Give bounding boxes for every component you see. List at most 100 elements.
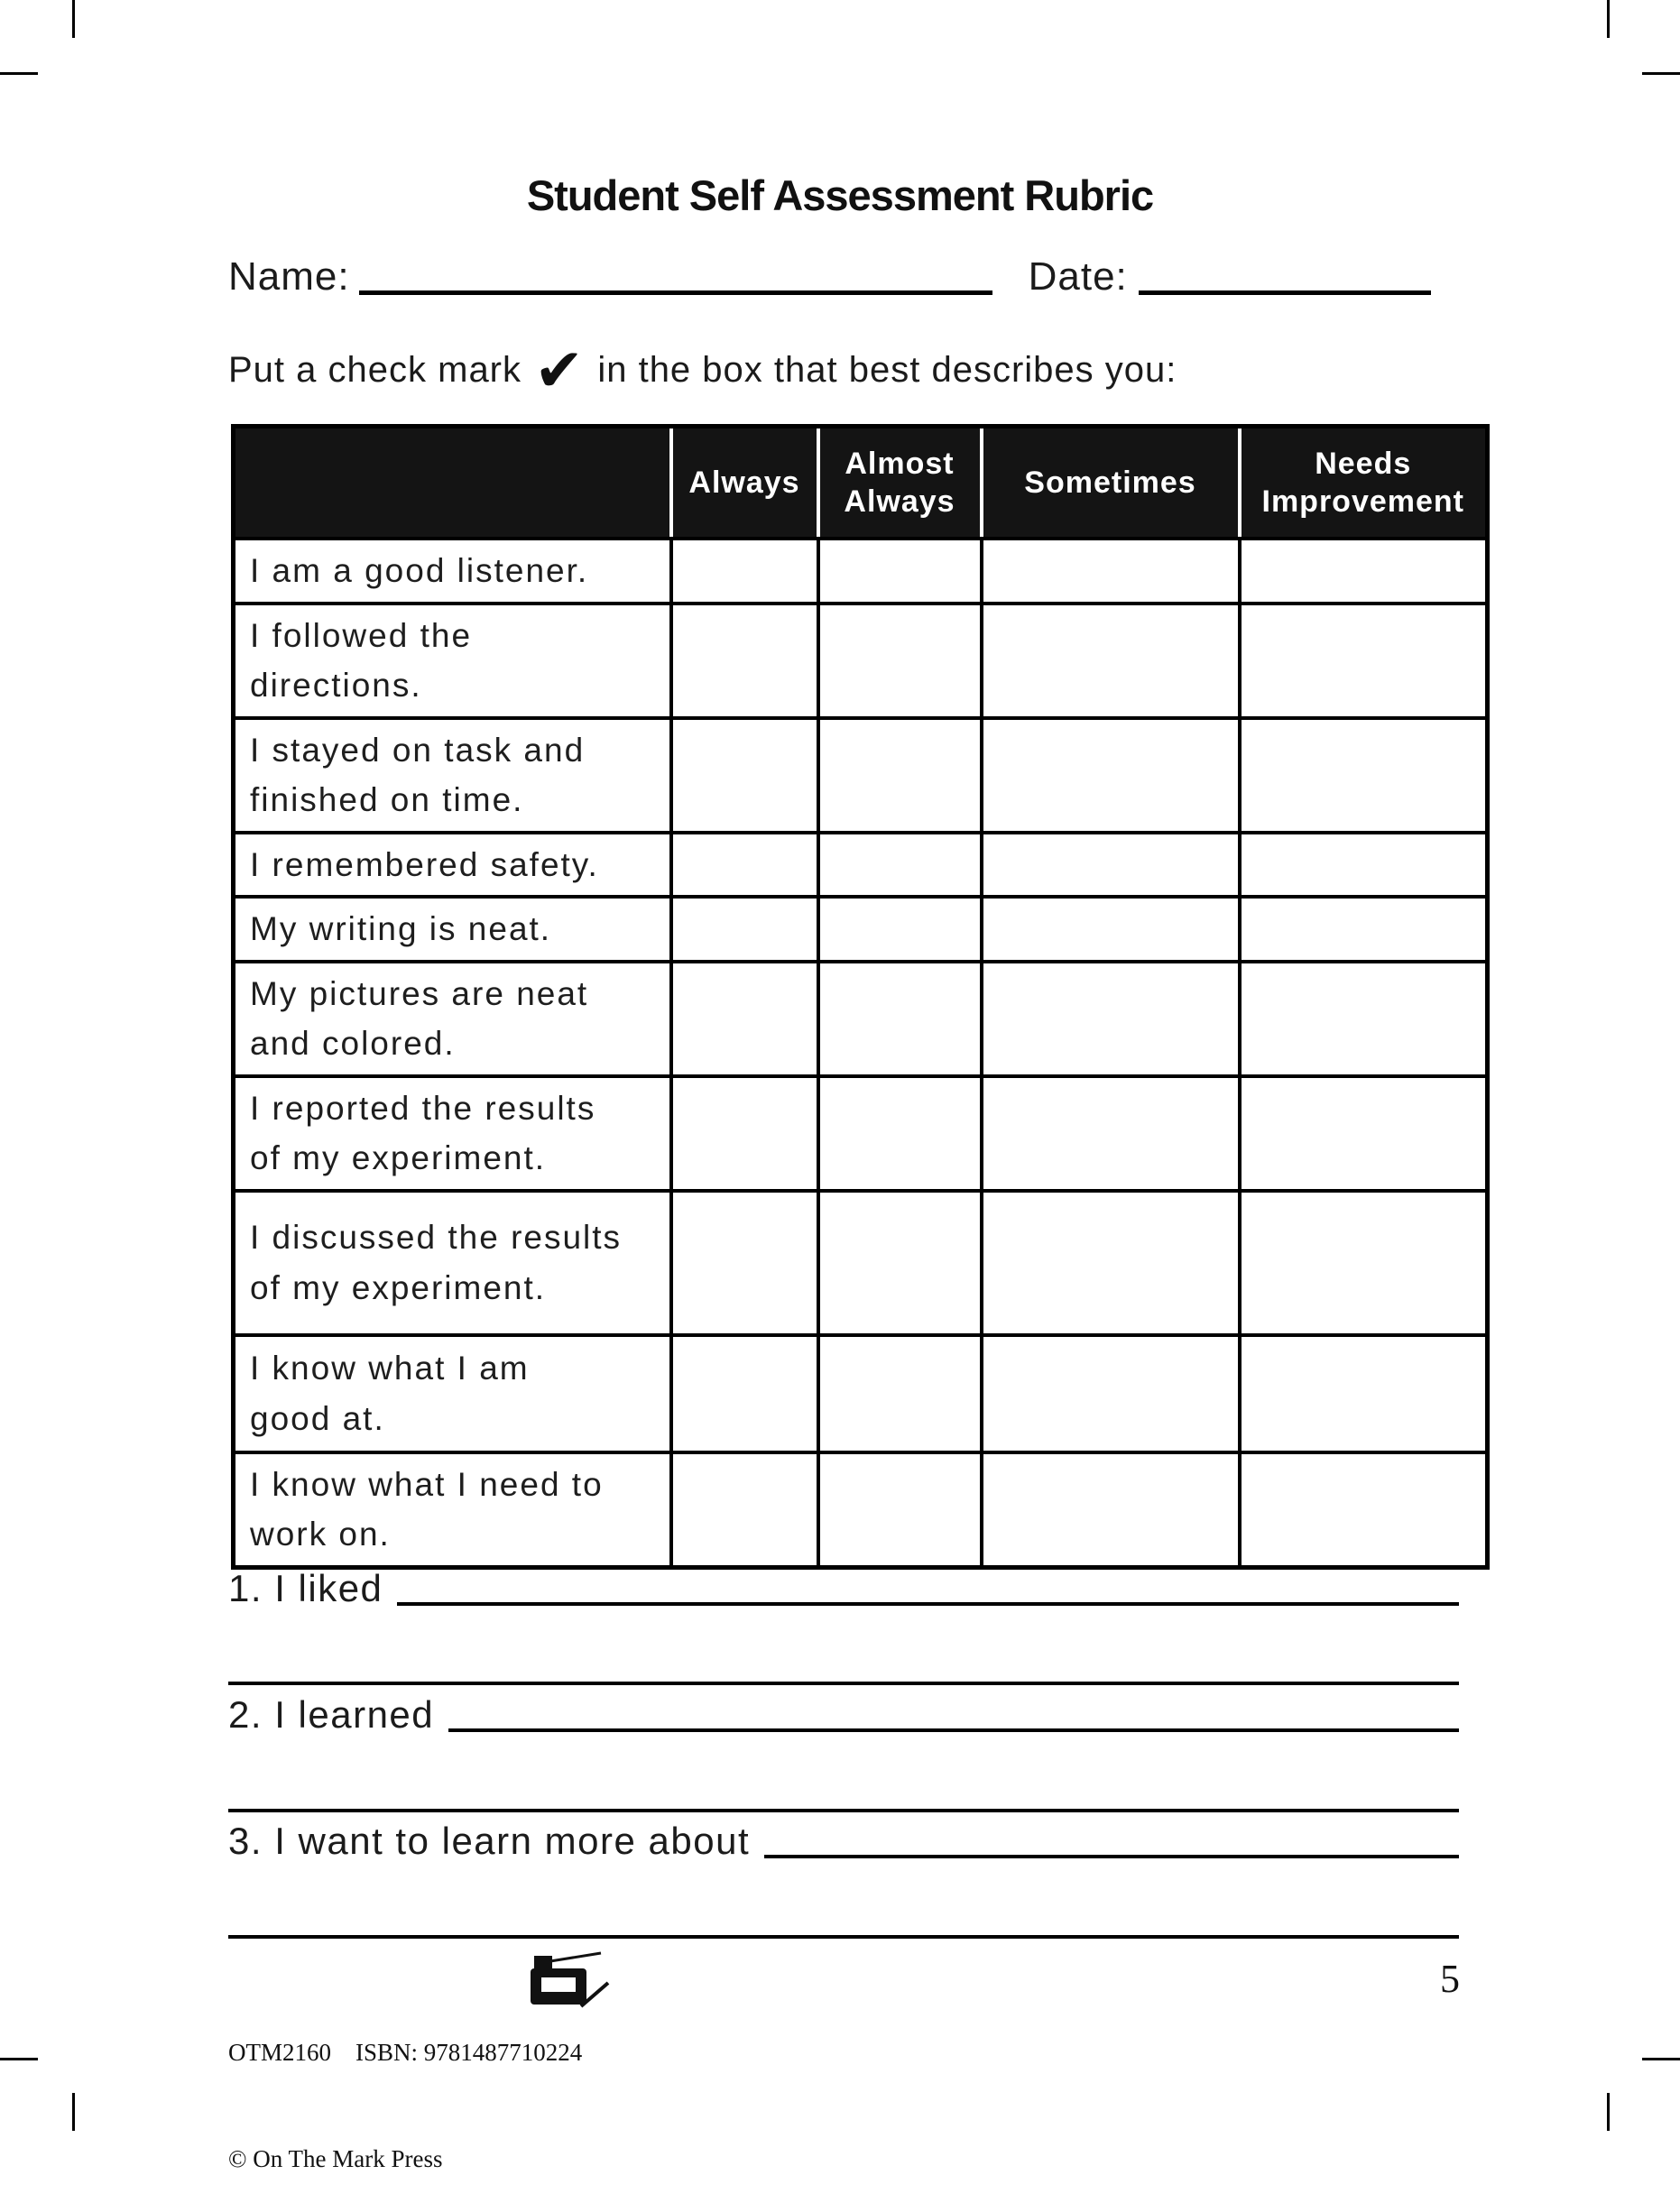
check-cell[interactable] xyxy=(669,601,820,720)
check-cell[interactable] xyxy=(979,830,1242,899)
check-mark-icon: ✔ xyxy=(534,336,586,403)
question-3-answer-line-2[interactable] xyxy=(228,1935,1459,1939)
check-cell[interactable] xyxy=(669,895,820,963)
check-cell[interactable] xyxy=(669,1332,820,1454)
column-header-needs-improvement: Needs Improvement xyxy=(1237,426,1488,540)
check-cell[interactable] xyxy=(816,959,983,1078)
crop-mark xyxy=(72,2093,75,2131)
criterion-text: My writing is neat. xyxy=(231,895,673,963)
check-cell[interactable] xyxy=(979,537,1242,605)
check-cell[interactable] xyxy=(979,601,1242,720)
crop-mark xyxy=(1642,72,1680,75)
criterion-text: I stayed on task and finished on time. xyxy=(231,715,673,834)
check-cell[interactable] xyxy=(816,715,983,834)
check-cell[interactable] xyxy=(1237,830,1490,899)
column-header-sometimes: Sometimes xyxy=(979,426,1240,540)
check-cell[interactable] xyxy=(669,1188,820,1337)
check-cell[interactable] xyxy=(1237,715,1490,834)
check-cell[interactable] xyxy=(979,715,1242,834)
check-cell[interactable] xyxy=(1237,1332,1490,1454)
check-cell[interactable] xyxy=(1237,1450,1490,1569)
check-cell[interactable] xyxy=(669,959,820,1078)
check-cell[interactable] xyxy=(979,1188,1242,1337)
date-label: Date: xyxy=(1028,254,1128,299)
check-cell[interactable] xyxy=(669,1074,820,1193)
check-cell[interactable] xyxy=(1237,1074,1490,1193)
check-cell[interactable] xyxy=(669,715,820,834)
table-row: I remembered safety. xyxy=(231,830,1490,899)
question-2-answer-line-2[interactable] xyxy=(228,1809,1459,1812)
criterion-text: I am a good listener. xyxy=(231,537,673,605)
column-header-always: Always xyxy=(669,426,818,540)
check-cell[interactable] xyxy=(816,895,983,963)
crop-mark xyxy=(72,0,75,38)
date-input-line[interactable] xyxy=(1138,290,1431,295)
check-cell[interactable] xyxy=(816,537,983,605)
table-row: I followed the directions. xyxy=(231,601,1490,720)
instruction-post: in the box that best describes you: xyxy=(597,350,1177,390)
check-cell[interactable] xyxy=(816,1188,983,1337)
crop-mark xyxy=(0,2058,38,2060)
page-title: Student Self Assessment Rubric xyxy=(526,171,1154,220)
check-cell[interactable] xyxy=(669,1450,820,1569)
question-2-label: 2. I learned xyxy=(228,1693,435,1736)
check-cell[interactable] xyxy=(979,895,1242,963)
criterion-text: I know what I am good at. xyxy=(231,1332,673,1454)
check-cell[interactable] xyxy=(1237,1188,1490,1337)
criterion-text: I discussed the results of my experiment… xyxy=(231,1188,673,1337)
table-row: I reported the results of my experiment. xyxy=(231,1074,1490,1193)
footer-code-line: OTM2160 ISBN: 9781487710224 xyxy=(228,2039,583,2067)
criterion-text: My pictures are neat and colored. xyxy=(231,959,673,1078)
question-1-label: 1. I liked xyxy=(228,1567,383,1609)
crop-mark xyxy=(0,72,38,75)
instruction-pre: Put a check mark xyxy=(228,350,522,390)
column-header-almost-always: Almost Always xyxy=(816,426,982,540)
question-1-answer-line[interactable] xyxy=(397,1602,1459,1606)
table-corner-cell xyxy=(233,426,671,540)
table-row: My pictures are neat and colored. xyxy=(231,959,1490,1078)
name-label: Name: xyxy=(228,254,350,299)
criterion-text: I remembered safety. xyxy=(231,830,673,899)
check-cell[interactable] xyxy=(979,1332,1242,1454)
check-cell[interactable] xyxy=(979,959,1242,1078)
check-cell[interactable] xyxy=(669,830,820,899)
check-cell[interactable] xyxy=(979,1450,1242,1569)
table-row: I know what I need to work on. xyxy=(231,1450,1490,1569)
check-cell[interactable] xyxy=(669,537,820,605)
page-number: 5 xyxy=(1440,1957,1460,2001)
table-row: I am a good listener. xyxy=(231,537,1490,605)
crop-mark xyxy=(1607,2093,1610,2131)
check-cell[interactable] xyxy=(1237,895,1490,963)
criterion-text: I followed the directions. xyxy=(231,601,673,720)
criterion-text: I reported the results of my experiment. xyxy=(231,1074,673,1193)
check-cell[interactable] xyxy=(979,1074,1242,1193)
crop-mark xyxy=(1607,0,1610,38)
check-cell[interactable] xyxy=(1237,959,1490,1078)
check-cell[interactable] xyxy=(816,830,983,899)
check-cell[interactable] xyxy=(816,1074,983,1193)
check-cell[interactable] xyxy=(1237,537,1490,605)
instruction-text: Put a check mark ✔ in the box that best de… xyxy=(228,340,1491,400)
check-cell[interactable] xyxy=(816,1332,983,1454)
table-row: I know what I am good at. xyxy=(231,1332,1490,1454)
table-row: My writing is neat. xyxy=(231,895,1490,963)
check-cell[interactable] xyxy=(1237,601,1490,720)
question-2-answer-line[interactable] xyxy=(448,1728,1459,1732)
name-input-line[interactable] xyxy=(358,290,992,295)
check-cell[interactable] xyxy=(816,1450,983,1569)
table-row: I stayed on task and finished on time. xyxy=(231,715,1490,834)
footer-copyright-line: © On The Mark Press xyxy=(228,2144,443,2172)
question-2: 2. I learned xyxy=(228,1696,1459,1739)
check-cell[interactable] xyxy=(816,601,983,720)
question-3-label: 3. I want to learn more about xyxy=(228,1820,751,1862)
question-1-answer-line-2[interactable] xyxy=(228,1682,1459,1685)
question-3-answer-line[interactable] xyxy=(764,1855,1459,1858)
table-row: I discussed the results of my experiment… xyxy=(231,1188,1490,1337)
table-header-row: Always Almost Always Sometimes Needs Imp… xyxy=(233,426,1488,540)
criterion-text: I know what I need to work on. xyxy=(231,1450,673,1569)
photocopier-icon xyxy=(531,1951,610,2008)
question-1: 1. I liked xyxy=(228,1570,1459,1613)
rubric-table: Always Almost Always Sometimes Needs Imp… xyxy=(231,424,1490,1570)
question-3: 3. I want to learn more about xyxy=(228,1822,1459,1866)
crop-mark xyxy=(1642,2058,1680,2060)
